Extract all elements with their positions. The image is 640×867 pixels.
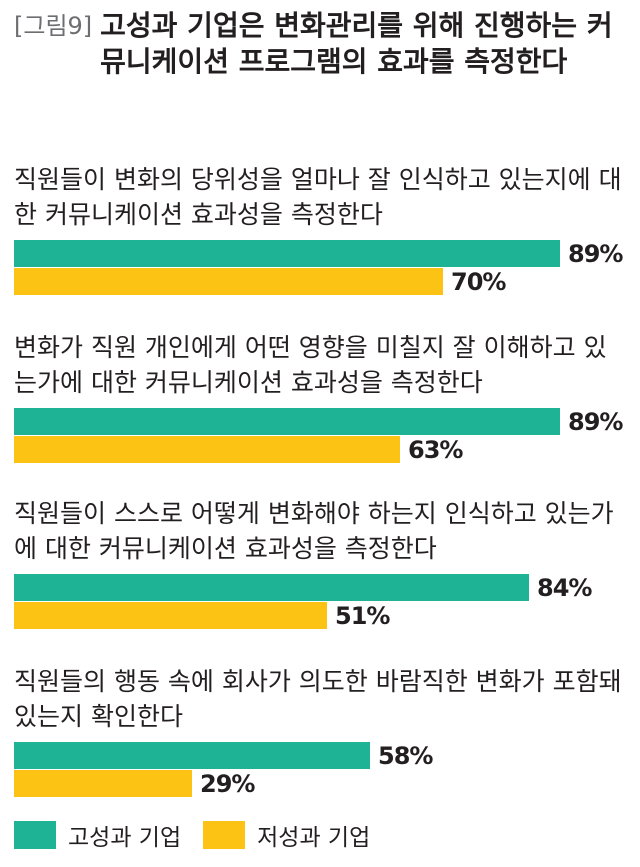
legend-item-high: 고성과 기업 [14,818,181,852]
category-label: 직원들이 스스로 어떻게 변화해야 하는지 인식하고 있는가에 대한 커뮤니케이… [14,499,614,563]
legend-swatch-low [203,821,246,849]
data-label: 89% [568,240,623,268]
data-label: 58% [378,742,433,770]
figure-label: [그림9] [14,12,93,40]
bar-high-performer [14,574,529,601]
category-label: 변화가 직원 개인에게 어떤 영향을 미칠지 잘 이해하고 있는가에 대한 커뮤… [14,333,607,397]
data-label: 29% [200,770,255,798]
legend: 고성과 기업 저성과 기업 [14,818,392,852]
title-text: 고성과 기업은 변화관리를 위해 진행하는 커뮤니케이션 프로그램의 효과를 측… [100,9,613,78]
data-label: 70% [451,268,506,296]
bar-low-performer [14,602,327,629]
chart-title: [그림9] 고성과 기업은 변화관리를 위해 진행하는 커뮤니케이션 프로그램의… [14,8,626,80]
bar-low-performer [14,770,192,797]
bar-high-performer [14,240,560,267]
legend-item-low: 저성과 기업 [203,818,370,852]
category-label: 직원들의 행동 속에 회사가 의도한 바람직한 변화가 포함돼 있는지 확인한다 [14,667,622,731]
legend-swatch-high [14,821,56,849]
bar-high-performer [14,408,560,435]
data-label: 84% [537,574,592,602]
bar-low-performer [14,436,400,463]
data-label: 63% [408,436,463,464]
data-label: 89% [568,408,623,436]
data-label: 51% [335,602,390,630]
bar-high-performer [14,742,370,769]
legend-label-high: 고성과 기업 [68,825,182,851]
category-label: 직원들이 변화의 당위성을 얼마나 잘 인식하고 있는지에 대한 커뮤니케이션 … [14,165,622,229]
legend-label-low: 저성과 기업 [257,825,371,851]
bar-low-performer [14,268,443,295]
